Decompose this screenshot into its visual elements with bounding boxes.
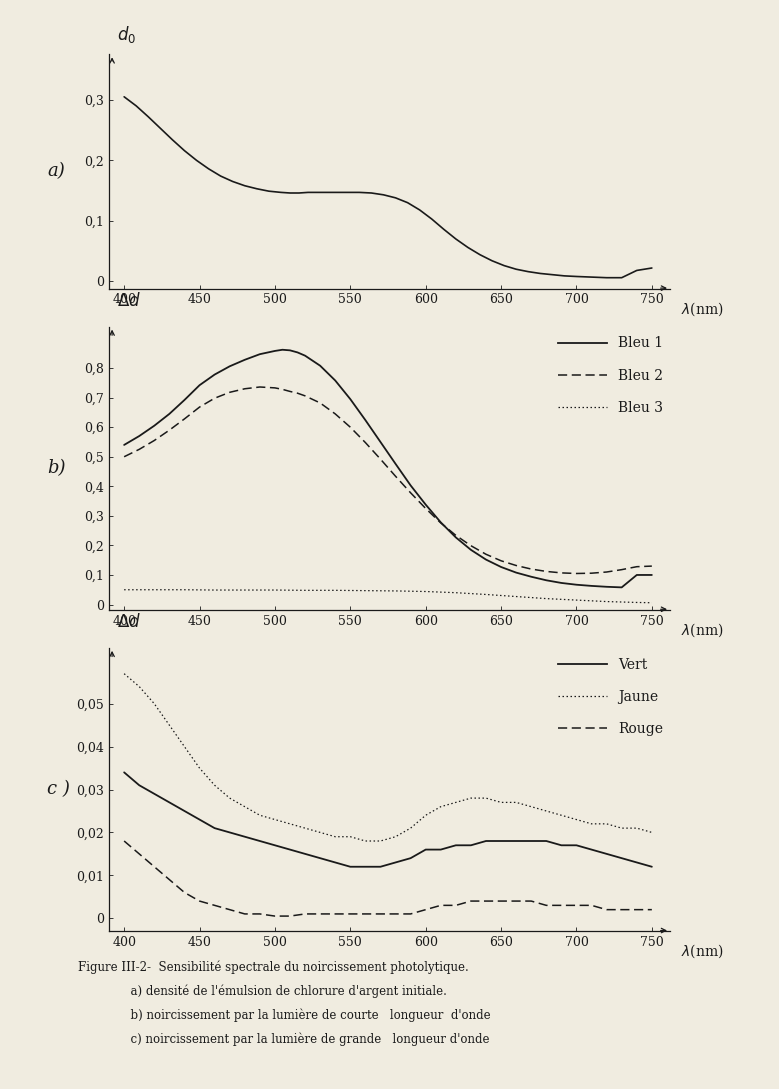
Text: $\Delta d$: $\Delta d$ xyxy=(118,292,142,309)
Text: c ): c ) xyxy=(48,781,70,798)
Text: $d_0$: $d_0$ xyxy=(118,24,136,45)
Text: $\lambda$(nm): $\lambda$(nm) xyxy=(681,942,724,960)
Text: a): a) xyxy=(48,162,65,181)
Legend: Bleu 1, Bleu 2, Bleu 3: Bleu 1, Bleu 2, Bleu 3 xyxy=(558,337,663,415)
Text: b) noircissement par la lumière de courte   longueur  d'onde: b) noircissement par la lumière de court… xyxy=(78,1008,491,1021)
Text: Figure III-2-  Sensibilité spectrale du noircissement photolytique.: Figure III-2- Sensibilité spectrale du n… xyxy=(78,960,469,974)
Text: $\Delta d$: $\Delta d$ xyxy=(118,613,142,631)
Text: b): b) xyxy=(48,460,66,477)
Legend: Vert, Jaune, Rouge: Vert, Jaune, Rouge xyxy=(559,658,663,736)
Text: c) noircissement par la lumière de grande   longueur d'onde: c) noircissement par la lumière de grand… xyxy=(78,1032,489,1045)
Text: $\lambda$(nm): $\lambda$(nm) xyxy=(681,301,724,318)
Text: a) densité de l'émulsion de chlorure d'argent initiale.: a) densité de l'émulsion de chlorure d'a… xyxy=(78,984,447,998)
Text: $\lambda$(nm): $\lambda$(nm) xyxy=(681,621,724,639)
